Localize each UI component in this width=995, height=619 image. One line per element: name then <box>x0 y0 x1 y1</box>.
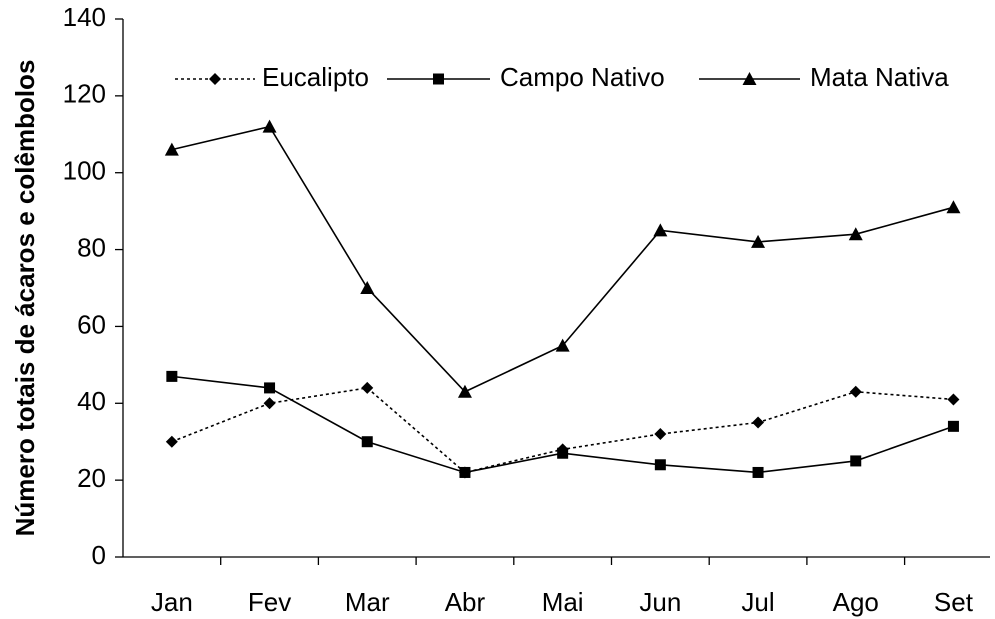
series-line <box>171 125 954 393</box>
legend-marker <box>742 72 757 85</box>
marker <box>751 234 766 248</box>
marker <box>164 142 179 156</box>
x-tick-label: Jun <box>639 587 681 617</box>
marker <box>557 447 569 459</box>
marker <box>849 385 862 398</box>
marker <box>262 119 277 133</box>
legend-label: Eucalipto <box>262 62 369 92</box>
marker <box>555 338 570 352</box>
legend-marker <box>433 73 444 85</box>
marker <box>947 420 959 432</box>
legend-label: Campo Nativo <box>500 62 665 92</box>
marker <box>361 436 373 448</box>
y-tick-label: 100 <box>63 156 106 186</box>
y-tick-label: 0 <box>92 540 106 570</box>
marker <box>850 455 862 467</box>
y-tick-label: 140 <box>63 2 106 32</box>
y-tick-label: 40 <box>77 386 106 416</box>
marker <box>360 281 375 294</box>
x-tick-label: Mai <box>542 587 584 617</box>
marker <box>654 459 666 471</box>
marker <box>752 416 765 429</box>
x-tick-label: Abr <box>445 587 486 617</box>
y-tick-label: 80 <box>77 232 106 262</box>
marker <box>752 466 764 478</box>
marker <box>848 227 863 241</box>
x-tick-label: Jan <box>151 587 193 617</box>
marker <box>654 428 667 441</box>
y-tick-label: 120 <box>63 79 106 109</box>
marker <box>653 223 668 237</box>
marker <box>459 466 471 478</box>
x-tick-label: Fev <box>248 587 291 617</box>
marker <box>361 381 374 394</box>
marker <box>947 393 960 406</box>
marker <box>165 435 178 448</box>
x-tick-label: Jul <box>741 587 774 617</box>
marker <box>946 200 961 214</box>
legend-marker <box>209 73 221 85</box>
x-tick-label: Ago <box>833 587 879 617</box>
marker <box>457 384 472 398</box>
y-axis-label: Número totais de ácaros e colêmbolos <box>10 60 40 537</box>
marker <box>264 382 276 394</box>
series-line <box>171 387 954 474</box>
y-tick-label: 60 <box>77 309 106 339</box>
x-tick-label: Mar <box>345 587 390 617</box>
marker <box>166 370 178 382</box>
marker <box>263 397 276 410</box>
y-tick-label: 20 <box>77 463 106 493</box>
x-tick-label: Set <box>934 587 974 617</box>
legend-label: Mata Nativa <box>810 62 949 92</box>
